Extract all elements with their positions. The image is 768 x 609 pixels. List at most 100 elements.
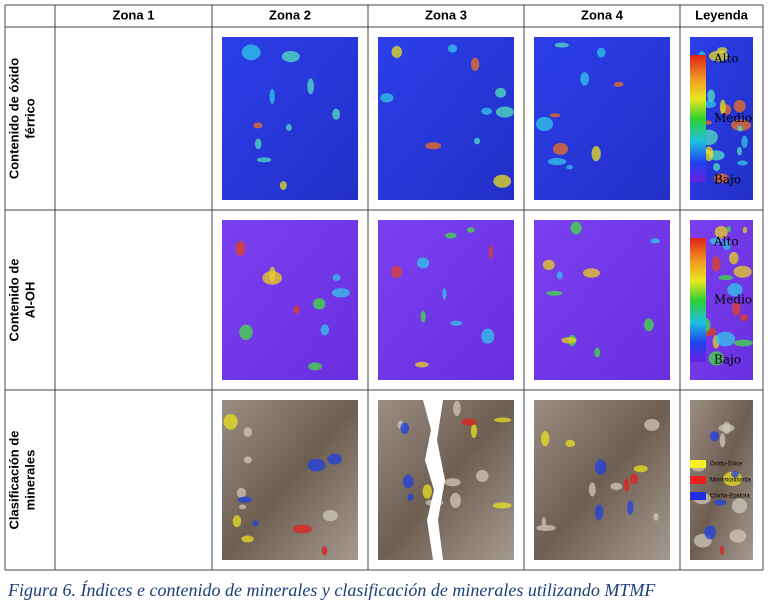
map-feature [495,87,507,98]
map-feature [321,545,328,556]
map-feature [719,99,726,115]
map-feature [541,517,547,527]
map-feature [713,162,721,172]
map-feature [540,430,550,447]
legend-label: Montmorillonita [710,478,751,484]
map-feature [610,482,623,491]
map-feature [740,314,748,322]
map-feature [708,50,729,62]
map-feature [279,180,287,191]
row-label: minerales [22,450,37,511]
map-feature [470,424,478,438]
map-feature [644,318,654,332]
row-label: Al-OH [22,282,37,319]
map-feature [243,427,253,438]
caption: Figura 6. Índices e contenido de mineral… [7,579,656,600]
map-feature [709,431,720,442]
map-feature [492,502,512,509]
legend-swatch [690,476,706,484]
legend-label: Bajo [714,173,741,187]
map-feature [241,535,254,543]
map-feature [633,465,648,473]
map-feature [293,305,300,315]
map-feature [494,417,512,423]
map-feature [546,290,563,296]
map-feature [714,173,729,183]
map-feature [707,89,715,103]
map-feature [580,72,590,86]
map-gap [423,400,445,560]
map-feature [312,298,326,310]
map-feature [332,288,350,298]
map-feature [627,500,634,515]
map-feature [613,81,624,87]
map-feature [588,482,596,497]
map-image [222,400,358,560]
map-feature [737,146,742,156]
map-feature [719,432,726,448]
map-feature [223,413,238,430]
map-feature [597,47,606,58]
map-feature [566,164,573,170]
map-feature [731,301,741,316]
map-feature [481,328,495,344]
map-feature [252,520,259,526]
map-feature [594,504,604,521]
legend-swatch [690,460,706,468]
map-feature [570,221,582,235]
legend-ramp [690,238,706,362]
map-feature [718,275,733,281]
map-feature [711,256,721,272]
map-image [378,37,514,200]
map-feature [292,524,312,534]
map-feature [709,237,723,245]
row-label: férrico [22,98,37,139]
map-feature [561,337,577,344]
map-feature [708,351,724,366]
map-feature [400,422,410,435]
legend-label: Bajo [714,353,741,367]
map-feature [236,487,246,498]
legend-label: Medio [714,293,752,307]
map-feature [422,484,433,499]
map-feature [332,108,340,120]
map-feature [466,227,475,233]
map-feature [285,123,292,131]
map-feature [727,283,743,297]
map-feature [307,458,326,472]
map-feature [726,226,731,233]
map-feature [549,113,561,118]
map-feature [391,45,403,59]
map-feature [535,116,554,132]
map-feature [594,459,607,475]
map-feature [243,456,252,464]
map-feature [495,106,514,118]
map-feature [475,469,489,482]
map-feature [444,478,461,487]
legend-label: Óxido-Sílice [710,461,743,468]
legend-label: Alto [713,52,739,66]
map-feature [307,78,314,95]
map-feature [322,510,338,522]
map-image [534,220,670,380]
map-feature [737,160,748,166]
map-image [534,37,670,200]
map-feature [453,400,461,417]
map-feature [722,240,731,250]
map-feature [623,478,630,492]
map-feature [420,310,426,323]
map-feature [737,125,743,132]
map-feature [556,271,563,280]
map-feature [729,529,747,543]
map-feature [644,418,660,431]
map-feature [733,265,752,278]
map-feature [235,240,246,256]
map-feature [630,473,638,485]
map-feature [718,424,735,433]
map-feature [728,251,739,265]
column-header: Zona 1 [113,7,155,22]
row-label: Clasificación de [6,431,21,530]
column-header: Zona 2 [269,7,311,22]
legend-label: Alto [713,235,739,249]
